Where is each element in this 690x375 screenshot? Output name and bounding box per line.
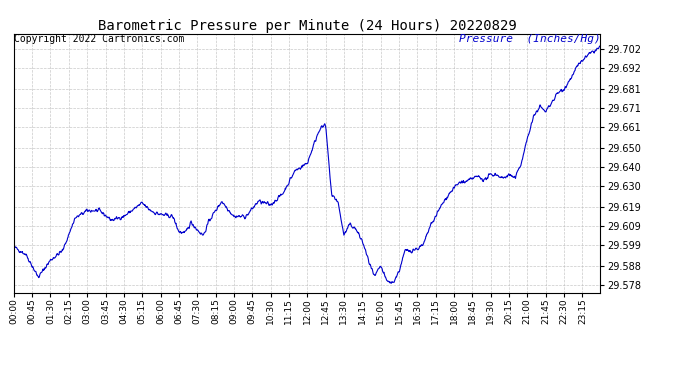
Title: Barometric Pressure per Minute (24 Hours) 20220829: Barometric Pressure per Minute (24 Hours…	[98, 19, 516, 33]
Text: Pressure  (Inches/Hg): Pressure (Inches/Hg)	[459, 34, 600, 44]
Text: Copyright 2022 Cartronics.com: Copyright 2022 Cartronics.com	[14, 34, 184, 44]
